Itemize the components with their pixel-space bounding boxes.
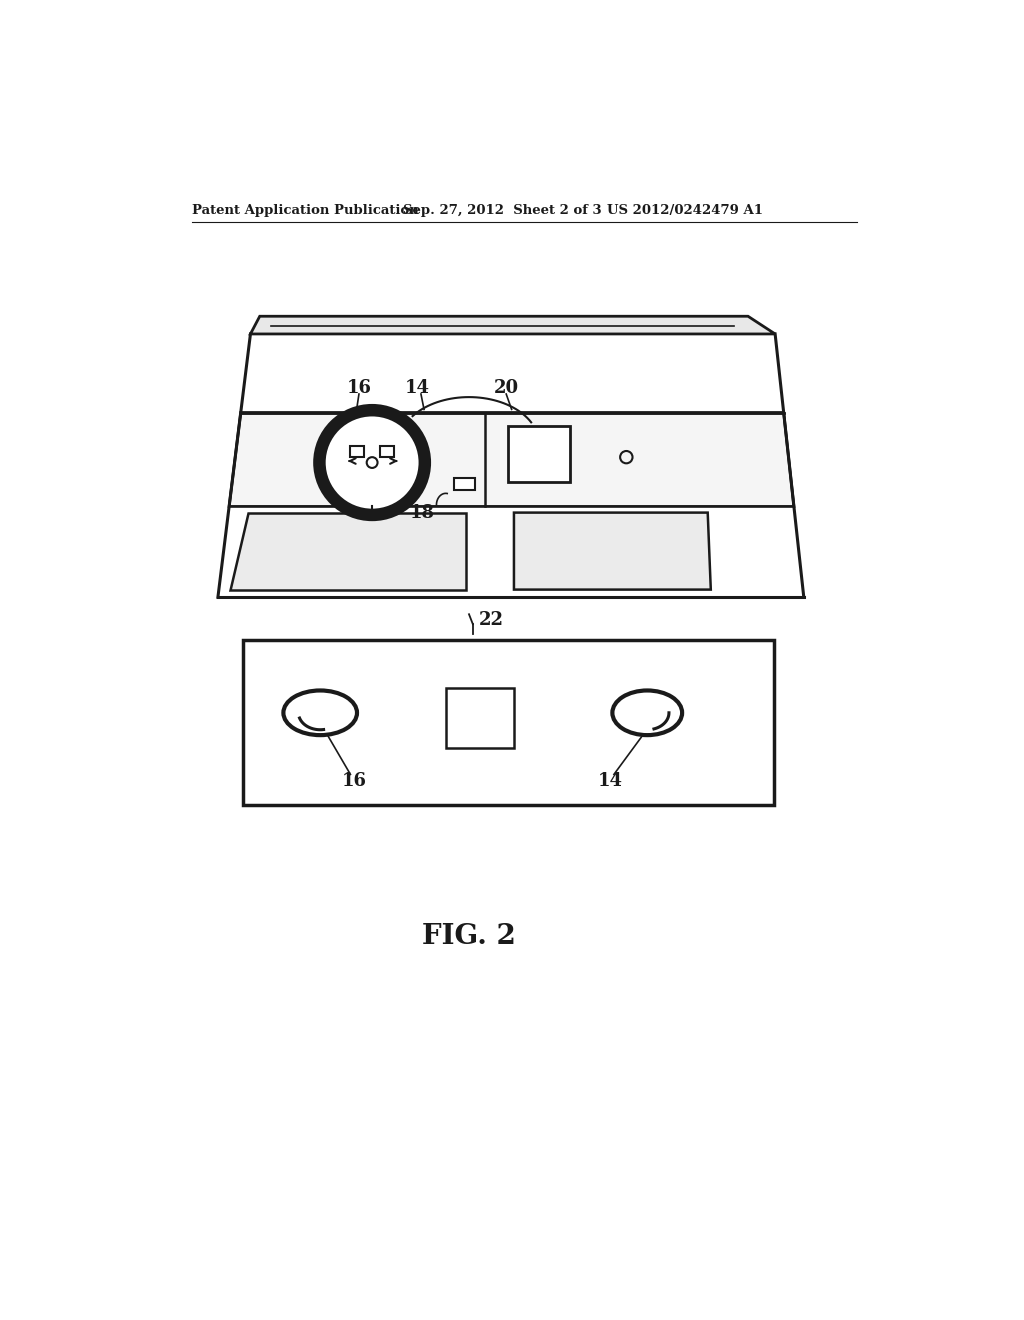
Text: 16: 16: [346, 379, 372, 397]
Text: 22: 22: [479, 611, 504, 630]
Text: 20: 20: [494, 379, 519, 397]
Bar: [508, 426, 569, 482]
Polygon shape: [230, 512, 466, 590]
Circle shape: [319, 411, 425, 515]
Bar: [380, 446, 394, 457]
Text: 14: 14: [404, 379, 430, 397]
Bar: [243, 640, 773, 805]
Text: 18: 18: [410, 504, 435, 521]
Text: Sep. 27, 2012  Sheet 2 of 3: Sep. 27, 2012 Sheet 2 of 3: [403, 205, 602, 218]
Text: Patent Application Publication: Patent Application Publication: [191, 205, 418, 218]
Bar: [350, 446, 365, 457]
Text: US 2012/0242479 A1: US 2012/0242479 A1: [607, 205, 763, 218]
Bar: [454, 478, 475, 490]
Text: 16: 16: [342, 772, 367, 789]
Polygon shape: [229, 412, 794, 507]
Bar: [445, 688, 514, 748]
Text: FIG. 2: FIG. 2: [422, 923, 516, 949]
Text: 14: 14: [598, 772, 623, 789]
Polygon shape: [251, 317, 775, 334]
Polygon shape: [514, 512, 711, 590]
Circle shape: [367, 457, 378, 469]
